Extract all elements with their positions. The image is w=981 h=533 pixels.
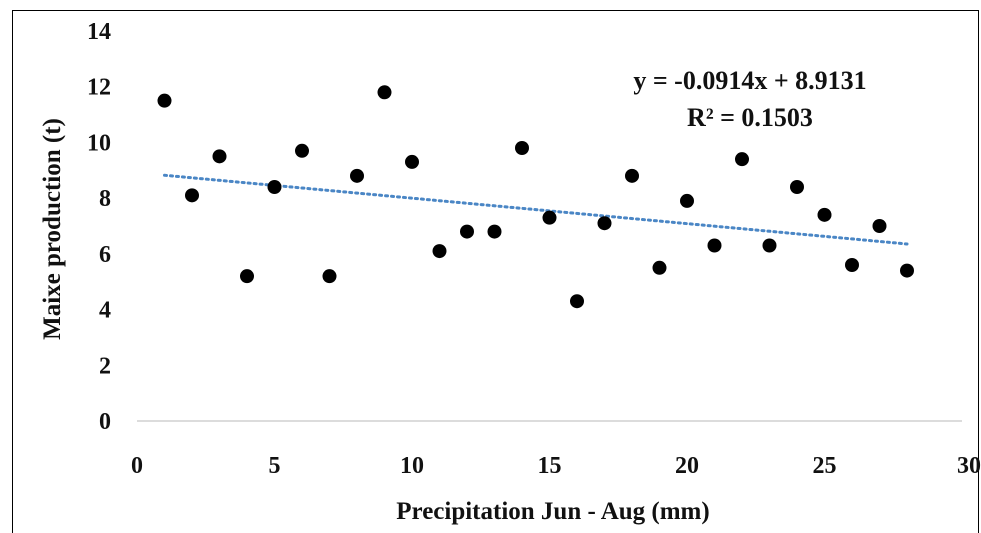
data-point [735,152,749,167]
y-tick-label: 0 [99,409,111,435]
data-point [515,141,529,155]
data-point [790,180,804,194]
data-point [267,180,282,194]
y-axis-title: Maixe production (t) [39,118,66,340]
data-point [845,258,859,272]
x-tick-label: 30 [957,453,981,479]
data-point [212,149,227,164]
x-axis-ticks: 0 5 10 15 20 25 30 [131,453,981,479]
data-point [322,269,337,284]
data-point [762,238,777,253]
data-point [460,224,474,239]
r-squared-label: R² = 0.1503 [687,103,813,132]
data-point [680,193,694,208]
data-point [597,216,612,231]
x-tick-label: 25 [813,453,837,479]
data-point [295,143,309,158]
data-points [157,85,914,309]
x-tick-label: 5 [269,453,281,479]
y-tick-label: 2 [99,353,111,379]
chart-frame [12,10,979,533]
trendline [163,173,909,246]
data-point [625,168,639,183]
y-tick-label: 14 [87,19,111,45]
y-tick-label: 6 [99,242,111,268]
data-point [432,244,447,259]
x-tick-label: 15 [538,453,562,479]
x-tick-label: 10 [400,453,424,479]
data-point [542,210,557,225]
data-point [707,238,722,253]
y-tick-label: 4 [99,298,111,324]
data-point [377,85,392,100]
y-tick-label: 10 [87,130,111,156]
data-point [570,294,584,309]
data-point [157,93,172,108]
y-axis-ticks: 0 2 4 6 8 10 12 14 [87,19,111,435]
data-point [872,219,887,233]
regression-equation: y = -0.0914x + 8.9131 [633,66,866,95]
data-point [350,168,364,183]
y-tick-label: 12 [87,75,111,101]
data-point [817,207,832,222]
data-point [900,263,914,278]
x-tick-label: 0 [131,453,143,479]
data-point [240,269,254,284]
data-point [652,260,667,275]
data-point [185,188,199,203]
data-point [405,154,419,169]
x-axis-title: Precipitation Jun - Aug (mm) [396,498,709,525]
y-tick-label: 8 [99,186,111,212]
x-tick-label: 20 [675,453,699,479]
data-point [487,224,502,239]
